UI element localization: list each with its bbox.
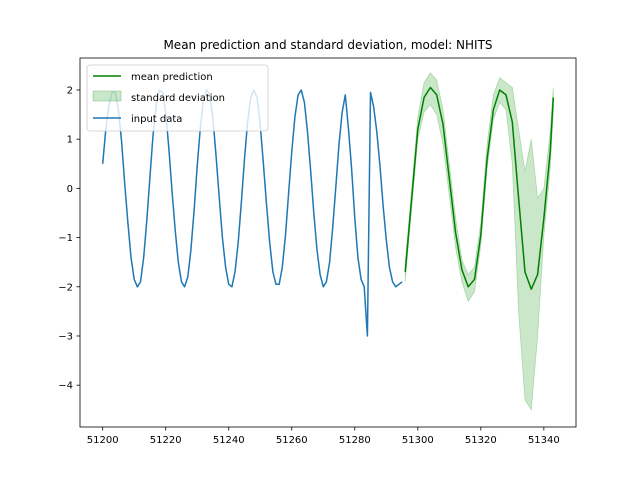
x-tick-label: 51200 <box>87 435 119 446</box>
x-tick-label: 51240 <box>213 435 245 446</box>
legend-input-data-label: input data <box>131 114 182 125</box>
legend-mean-prediction-label: mean prediction <box>131 72 213 83</box>
y-tick-label: −3 <box>58 331 73 342</box>
x-tick-label: 51340 <box>528 435 560 446</box>
y-tick-label: 2 <box>67 85 73 96</box>
x-tick-label: 51260 <box>276 435 308 446</box>
axes-ticks: 51200 51220 51240 51260 51280 51300 51320 51340… <box>58 85 560 446</box>
x-tick-label: 51300 <box>402 435 434 446</box>
legend: mean prediction standard deviation input… <box>86 64 269 132</box>
legend-standard-deviation-label: standard deviation <box>131 93 225 104</box>
y-tick-label: 1 <box>67 135 73 146</box>
mean-prediction-line <box>404 86 555 290</box>
legend-box <box>86 64 269 132</box>
x-tick-label: 51280 <box>339 435 371 446</box>
axes-frame <box>79 57 577 428</box>
y-tick-label: 0 <box>67 184 73 195</box>
x-tick-label: 51220 <box>150 435 182 446</box>
legend-standard-deviation-swatch <box>92 90 122 102</box>
x-tick-label: 51320 <box>465 435 497 446</box>
y-tick-label: −4 <box>58 381 73 392</box>
y-tick-label: −2 <box>58 282 73 293</box>
chart-title: Mean prediction and standard deviation, … <box>163 38 492 52</box>
y-tick-label: −1 <box>58 233 73 244</box>
